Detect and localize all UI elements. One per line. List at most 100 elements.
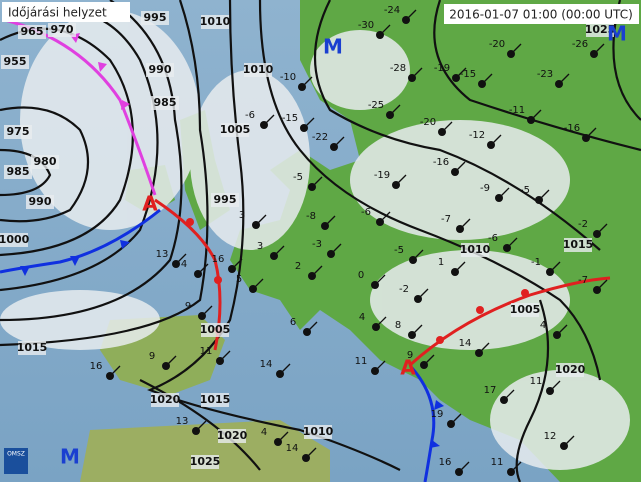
- isobar-label-bg: [556, 363, 584, 377]
- wind-barb: [374, 360, 386, 372]
- temperature: -24: [384, 5, 400, 16]
- temperature: -11: [509, 105, 525, 116]
- isobar-label: 1010: [243, 63, 274, 76]
- wind-barb: [305, 447, 317, 459]
- temperature: 16: [90, 361, 103, 372]
- wind-barb: [333, 136, 345, 148]
- fronts: [0, 18, 611, 482]
- wind-barb: [412, 249, 424, 261]
- wind-barb: [395, 174, 407, 186]
- temperature: -6: [488, 233, 498, 244]
- isobar-label: 1015: [200, 393, 231, 406]
- wind-barb: [593, 43, 605, 55]
- wind-barb: [231, 258, 243, 270]
- isobar-label: 1020: [217, 429, 248, 442]
- isobar-label: 1005: [220, 123, 251, 136]
- isobar-label: 995: [214, 193, 237, 206]
- wind-barb: [478, 342, 490, 354]
- wind-barb: [556, 324, 568, 336]
- isobar-label-bg: [218, 429, 246, 443]
- temperature: 4: [181, 259, 187, 270]
- temperature: 4: [359, 312, 365, 323]
- isobar-label-bg: [48, 23, 76, 37]
- isobar-label: 955: [4, 55, 27, 68]
- wind-barb: [255, 214, 267, 226]
- isobar-label-bg: [201, 323, 229, 337]
- wind-barb: [458, 461, 470, 473]
- wind-barb: [530, 109, 542, 121]
- isobar-label: 990: [149, 63, 172, 76]
- temperature: 16: [212, 254, 225, 265]
- isobar-label: 1010: [460, 243, 491, 256]
- logo: [4, 448, 28, 474]
- temperature: -12: [469, 130, 485, 141]
- temperature: 6: [290, 317, 296, 328]
- temperature: -19: [374, 170, 390, 181]
- wind-barb: [379, 24, 391, 36]
- wind-barb: [563, 435, 575, 447]
- isobar-label-bg: [151, 96, 179, 110]
- temperature: -2: [399, 284, 409, 295]
- temperature: -1: [531, 257, 541, 268]
- temperature: 19: [431, 409, 444, 420]
- temperature: 5: [236, 274, 242, 285]
- temperature: 3: [239, 210, 245, 221]
- isobar-label-bg: [191, 455, 219, 469]
- wind-barb: [379, 211, 391, 223]
- temperature: -5: [520, 185, 530, 196]
- isobar-label: 970: [51, 23, 74, 36]
- isobar-label: 1010: [200, 15, 231, 28]
- temperature: 11: [530, 376, 543, 387]
- isobar-label-bg: [244, 63, 272, 77]
- isobar-label-bg: [0, 233, 28, 247]
- isobar-label: 980: [34, 155, 57, 168]
- isobar-label-bg: [18, 341, 46, 355]
- timestamp-box: [444, 4, 639, 24]
- isobar-label-bg: [304, 425, 332, 439]
- temperature: -28: [390, 63, 406, 74]
- isobar-label-bg: [31, 155, 59, 169]
- temperature: -23: [537, 69, 553, 80]
- wind-barb: [558, 73, 570, 85]
- temperature: -20: [420, 117, 436, 128]
- isobar-label-bg: [564, 238, 592, 252]
- isobar-label: 1025: [585, 23, 616, 36]
- wind-barb: [411, 324, 423, 336]
- title: Időjárási helyzet: [8, 6, 107, 20]
- isobar-label: 1005: [510, 303, 541, 316]
- temperature: -5: [293, 172, 303, 183]
- temperature: -26: [572, 39, 588, 50]
- wind-barb: [510, 461, 522, 473]
- wind-barb: [197, 263, 209, 275]
- pressure-center: A: [142, 192, 158, 216]
- temperature: -20: [489, 39, 505, 50]
- temperature: 0: [358, 270, 364, 281]
- wind-barb: [455, 67, 467, 79]
- temperature: 9: [407, 350, 413, 361]
- temperature: 2: [295, 261, 301, 272]
- temperature: 12: [544, 431, 557, 442]
- isobar-label: 995: [144, 11, 167, 24]
- isobar-label: 1000: [0, 233, 30, 246]
- isobar-label-bg: [18, 25, 46, 39]
- wind-barb: [549, 380, 561, 392]
- wind-barb: [411, 67, 423, 79]
- temperature: 1: [438, 257, 444, 268]
- temperature: 14: [459, 338, 472, 349]
- pressure-center: M: [607, 22, 627, 46]
- wind-barb: [175, 253, 187, 265]
- isobar-label-bg: [4, 125, 32, 139]
- wind-barb: [279, 363, 291, 375]
- temperature: 8: [395, 320, 401, 331]
- temperature: 11: [491, 457, 504, 468]
- isobar-label-bg: [141, 11, 169, 25]
- wind-barb: [538, 189, 550, 201]
- wind-barb: [330, 243, 342, 255]
- temperature: -3: [312, 239, 322, 250]
- temperature: -25: [368, 100, 384, 111]
- temperature: -6: [361, 207, 371, 218]
- temperature: -9: [480, 183, 490, 194]
- wind-barb: [303, 117, 315, 129]
- isobar-label-bg: [1, 55, 29, 69]
- wind-barb: [219, 350, 231, 362]
